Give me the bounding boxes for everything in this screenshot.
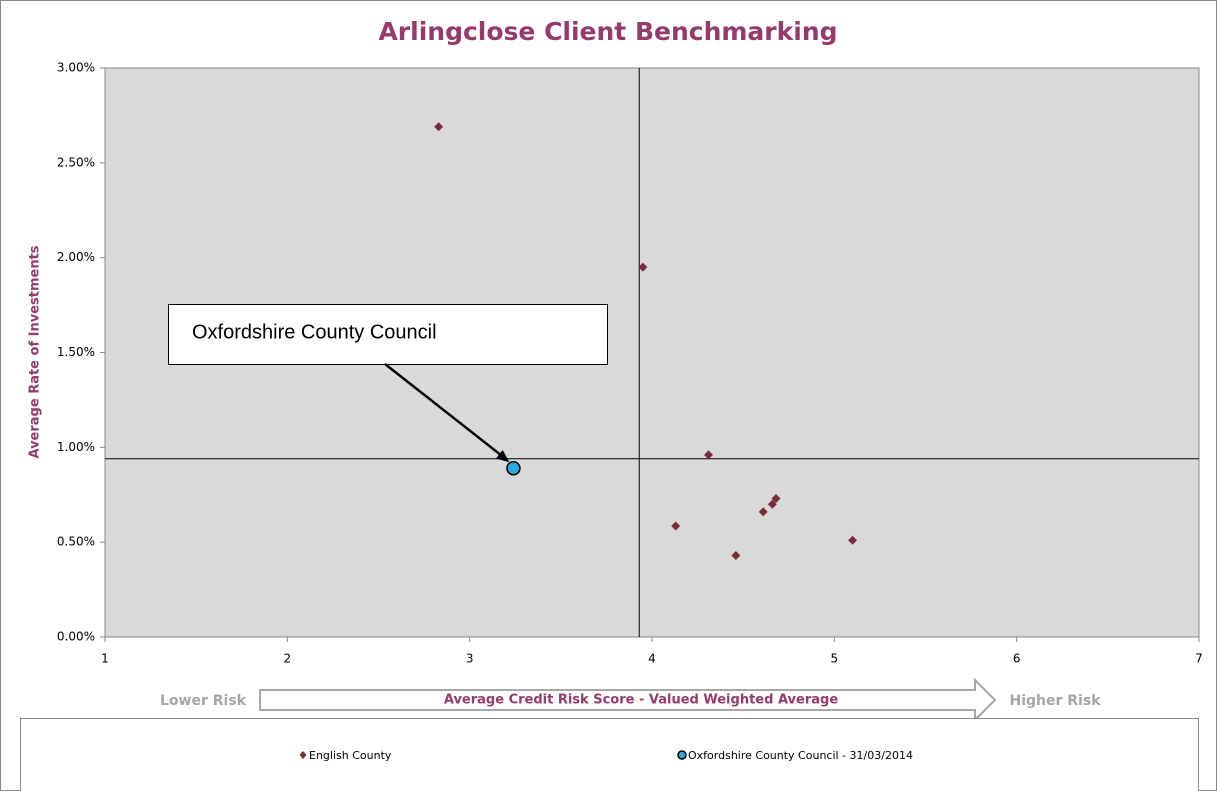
x-tick-label: 7 — [1195, 652, 1203, 666]
y-tick-label: 0.50% — [57, 535, 95, 549]
point — [704, 450, 714, 460]
legend-box — [20, 718, 1199, 791]
x-tick-label: 5 — [831, 652, 839, 666]
x-axis-label: Average Credit Risk Score - Valued Weigh… — [444, 693, 838, 708]
point — [848, 535, 858, 545]
y-tick-label: 2.50% — [57, 155, 95, 169]
legend-marker — [677, 750, 687, 760]
y-axis-label: Average Rate of Investments — [28, 245, 43, 458]
x-tick-label: 6 — [1013, 652, 1021, 666]
annotation-arrow — [384, 363, 509, 462]
y-tick-label: 2.00% — [57, 250, 95, 264]
higher-risk-note: Higher Risk — [1010, 693, 1102, 709]
x-tick-label: 1 — [101, 652, 109, 666]
y-tick-label: 0.00% — [57, 630, 95, 644]
point — [771, 494, 781, 504]
point — [767, 499, 777, 509]
annotation-text: Oxfordshire County Council — [192, 321, 437, 343]
point — [638, 262, 648, 272]
chart-title: Arlingclose Client Benchmarking — [378, 17, 837, 46]
y-tick-label: 1.50% — [57, 345, 95, 359]
legend-marker — [299, 751, 307, 759]
y-tick-label: 3.00% — [57, 61, 95, 75]
x-tick-label: 2 — [284, 652, 292, 666]
point — [758, 507, 768, 517]
legend-label: Oxfordshire County Council - 31/03/2014 — [688, 749, 913, 762]
point — [731, 550, 741, 560]
risk-arrow — [259, 677, 997, 723]
lower-risk-note: Lower Risk — [160, 693, 247, 709]
annotation-box — [168, 304, 608, 365]
point — [506, 460, 521, 476]
annotation-arrowhead — [495, 449, 510, 463]
point — [434, 122, 444, 132]
y-tick-label: 1.00% — [57, 440, 95, 454]
point — [671, 521, 681, 531]
x-tick-label: 3 — [466, 652, 474, 666]
x-tick-label: 4 — [648, 652, 656, 666]
legend-label: English County — [309, 749, 392, 762]
